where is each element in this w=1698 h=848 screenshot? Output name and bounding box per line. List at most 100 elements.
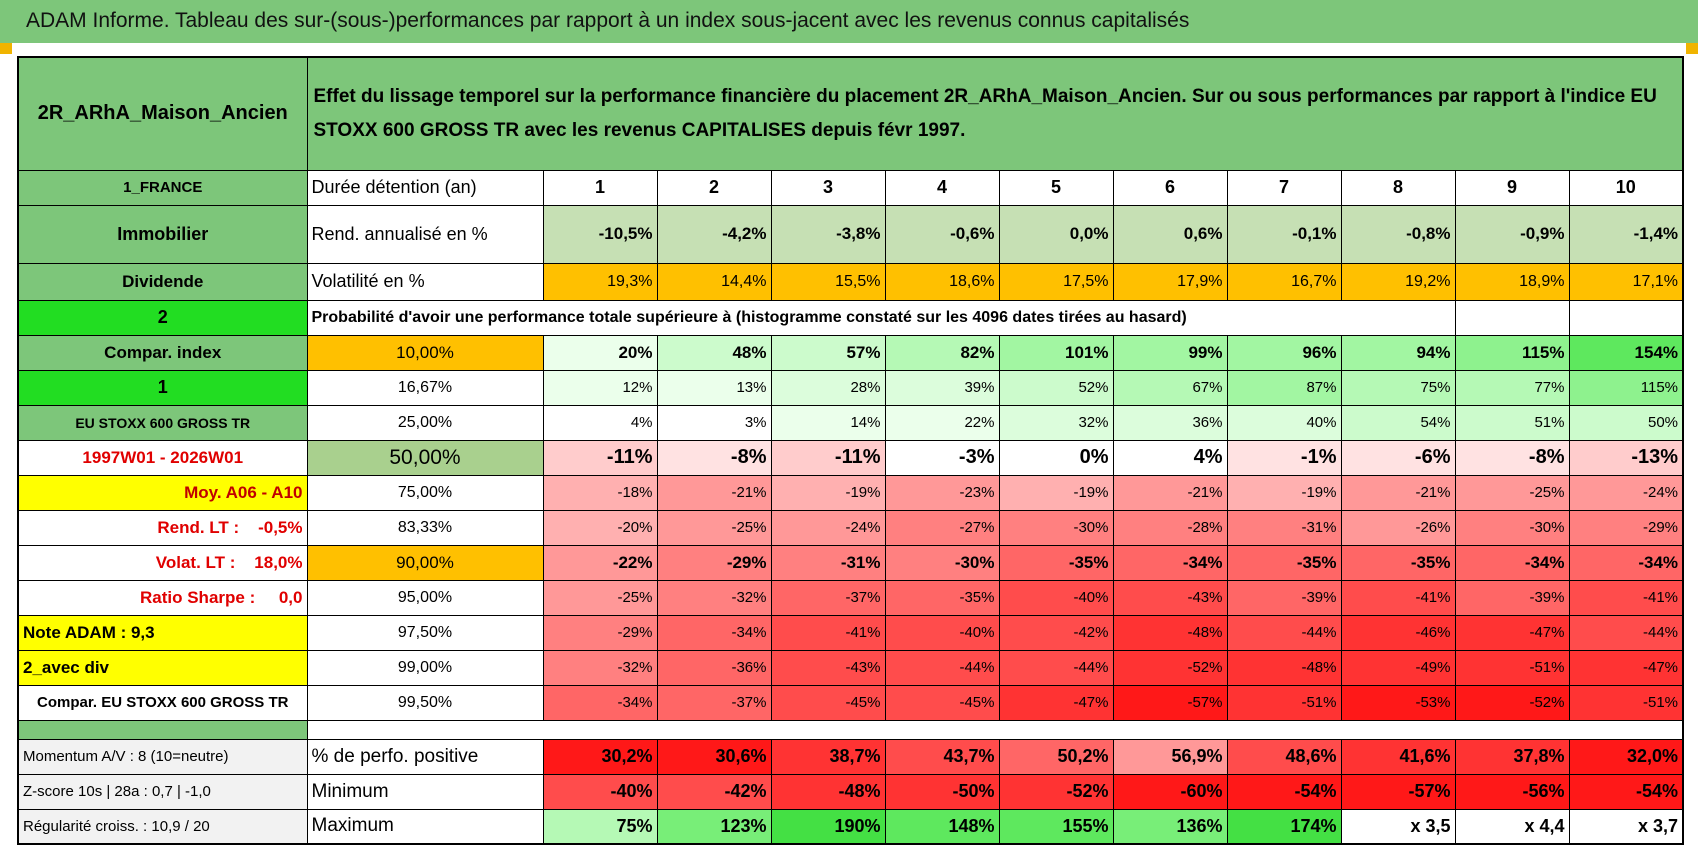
table-row: Ratio Sharpe : 0,0 95,00% -25% -32% -37% -35%… xyxy=(17,579,1684,616)
value-cell: 18,6% xyxy=(884,262,1000,301)
row-label: 2 xyxy=(17,299,308,336)
table-row: Compar. EU STOXX 600 GROSS TR 99,50% -34% -… xyxy=(17,684,1684,721)
value-cell: -0,6% xyxy=(884,204,1000,264)
row-label: Immobilier xyxy=(17,204,308,264)
value-cell: -43% xyxy=(770,649,886,686)
value-cell: 37,8% xyxy=(1454,738,1570,775)
value-cell: 17,1% xyxy=(1568,262,1684,301)
value-cell: 14,4% xyxy=(656,262,772,301)
value-cell: 30,2% xyxy=(542,738,658,775)
value-cell: -4,2% xyxy=(656,204,772,264)
value-cell: 22% xyxy=(884,404,1000,441)
value-cell: 148% xyxy=(884,808,1000,845)
value-cell: -41% xyxy=(1568,579,1684,616)
value-cell: -20% xyxy=(542,509,658,546)
value-cell: -51% xyxy=(1454,649,1570,686)
value-cell: -0,1% xyxy=(1226,204,1342,264)
value-cell: -34% xyxy=(1454,544,1570,581)
value-cell: -29% xyxy=(1568,509,1684,546)
row-heading: Durée détention (an) xyxy=(306,169,544,206)
value-cell: x 3,7 xyxy=(1568,808,1684,845)
value-cell: 75% xyxy=(1340,369,1456,406)
value-cell: -51% xyxy=(1568,684,1684,721)
value-cell: 136% xyxy=(1112,808,1228,845)
row-heading: Maximum xyxy=(306,808,544,845)
table-row: Compar. index 10,00% 20% 48% 57% 82% 101% 99% 96… xyxy=(17,334,1684,371)
value-cell: -37% xyxy=(656,684,772,721)
value-cell: -30% xyxy=(1454,509,1570,546)
marker xyxy=(0,43,12,54)
value-cell: -40% xyxy=(998,579,1114,616)
value-cell: -52% xyxy=(998,773,1114,810)
table-row: Moy. A06 - A10 75,00% -18% -21% -19% -23% -19%… xyxy=(17,474,1684,511)
value-cell: -41% xyxy=(770,614,886,651)
row-heading: 16,67% xyxy=(306,369,544,406)
value-cell: 67% xyxy=(1112,369,1228,406)
value-cell: -50% xyxy=(884,773,1000,810)
row-label: Volat. LT : 18,0% xyxy=(17,544,308,581)
value-cell: -57% xyxy=(1112,684,1228,721)
value-cell: 8 xyxy=(1340,169,1456,206)
value-cell: -46% xyxy=(1340,614,1456,651)
value-cell: 57% xyxy=(770,334,886,371)
value-cell: 30,6% xyxy=(656,738,772,775)
value-cell: -8% xyxy=(1454,439,1570,476)
value-cell: 10 xyxy=(1568,169,1684,206)
value-cell: -49% xyxy=(1340,649,1456,686)
value-cell: -57% xyxy=(1340,773,1456,810)
value-cell: -30% xyxy=(998,509,1114,546)
value-cell: -22% xyxy=(542,544,658,581)
value-cell: 32% xyxy=(998,404,1114,441)
value-cell: -52% xyxy=(1454,684,1570,721)
value-cell: 38,7% xyxy=(770,738,886,775)
row-heading: Minimum xyxy=(306,773,544,810)
value-cell: 13% xyxy=(656,369,772,406)
value-cell: 1 xyxy=(542,169,658,206)
placement-name: 2R_ARhA_Maison_Ancien xyxy=(17,56,308,171)
header-row: 2R_ARhA_Maison_Ancien Effet du lissage t… xyxy=(17,56,1684,171)
table-row: Z-score 10s | 28a : 0,7 | -1,0 Minimum -40… xyxy=(17,773,1684,810)
table-row: Dividende Volatilité en % 19,3% 14,4% 15,5% 1… xyxy=(17,262,1684,301)
value-cell: 54% xyxy=(1340,404,1456,441)
value-cell: 19,3% xyxy=(542,262,658,301)
value-cell: -18% xyxy=(542,474,658,511)
value-cell: -0,9% xyxy=(1454,204,1570,264)
row-label: 2_avec div xyxy=(17,649,308,686)
value-cell: -35% xyxy=(1340,544,1456,581)
row-heading: 97,50% xyxy=(306,614,544,651)
row-label: Note ADAM : 9,3 xyxy=(17,614,308,651)
blank-cell xyxy=(1454,299,1570,336)
value-cell: -45% xyxy=(884,684,1000,721)
value-cell: 154% xyxy=(1568,334,1684,371)
value-cell: 16,7% xyxy=(1226,262,1342,301)
value-cell: -39% xyxy=(1226,579,1342,616)
row-label: 1997W01 - 2026W01 xyxy=(17,439,308,476)
table-row: Immobilier Rend. annualisé en % -10,5% -4,2… xyxy=(17,204,1684,264)
value-cell: 3 xyxy=(770,169,886,206)
value-cell: x 3,5 xyxy=(1340,808,1456,845)
value-cell: 40% xyxy=(1226,404,1342,441)
value-cell: -28% xyxy=(1112,509,1228,546)
value-cell: -35% xyxy=(884,579,1000,616)
value-cell: 4 xyxy=(884,169,1000,206)
value-cell: -29% xyxy=(542,614,658,651)
value-cell: -6% xyxy=(1340,439,1456,476)
value-cell: 36% xyxy=(1112,404,1228,441)
value-cell: -13% xyxy=(1568,439,1684,476)
separator-row xyxy=(17,719,1684,740)
value-cell: -56% xyxy=(1454,773,1570,810)
value-cell: -35% xyxy=(1226,544,1342,581)
value-cell: -21% xyxy=(656,474,772,511)
value-cell: -26% xyxy=(1340,509,1456,546)
value-cell: 4% xyxy=(542,404,658,441)
row-label: Dividende xyxy=(17,262,308,301)
row-heading: 50,00% xyxy=(306,439,544,476)
value-cell: 2 xyxy=(656,169,772,206)
value-cell: -48% xyxy=(770,773,886,810)
value-cell: -25% xyxy=(542,579,658,616)
row-heading: 83,33% xyxy=(306,509,544,546)
value-cell: -1% xyxy=(1226,439,1342,476)
value-cell: -41% xyxy=(1340,579,1456,616)
value-cell: 48% xyxy=(656,334,772,371)
value-cell: -10,5% xyxy=(542,204,658,264)
